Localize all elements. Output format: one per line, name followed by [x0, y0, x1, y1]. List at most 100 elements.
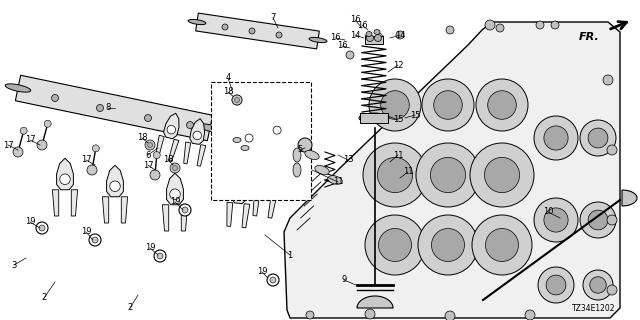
Circle shape [430, 157, 466, 193]
Text: 17: 17 [25, 135, 35, 145]
Circle shape [381, 91, 410, 119]
Circle shape [295, 85, 305, 95]
Polygon shape [357, 296, 393, 308]
Text: 6: 6 [145, 150, 150, 159]
Polygon shape [270, 115, 284, 139]
Text: 3: 3 [12, 260, 17, 269]
Circle shape [544, 208, 568, 232]
Circle shape [589, 277, 606, 293]
Circle shape [365, 309, 375, 319]
Circle shape [170, 189, 180, 199]
Circle shape [182, 207, 188, 213]
Text: 10: 10 [543, 207, 553, 217]
Text: 17: 17 [3, 140, 13, 149]
Circle shape [583, 270, 613, 300]
Ellipse shape [233, 138, 241, 142]
Polygon shape [156, 135, 164, 157]
Ellipse shape [315, 165, 329, 174]
Polygon shape [184, 142, 191, 164]
Circle shape [157, 253, 163, 259]
Polygon shape [15, 75, 212, 141]
Circle shape [193, 131, 202, 140]
Circle shape [580, 120, 616, 156]
Ellipse shape [328, 176, 342, 184]
Circle shape [13, 147, 23, 157]
Circle shape [607, 285, 617, 295]
Polygon shape [264, 136, 271, 157]
Circle shape [170, 163, 180, 173]
Polygon shape [181, 205, 188, 231]
Circle shape [418, 215, 478, 275]
Circle shape [92, 237, 98, 243]
Circle shape [222, 24, 228, 30]
Polygon shape [259, 165, 275, 194]
Circle shape [434, 91, 462, 119]
Polygon shape [197, 145, 206, 166]
Ellipse shape [366, 31, 372, 36]
Circle shape [150, 170, 160, 180]
Ellipse shape [309, 37, 327, 43]
Ellipse shape [241, 146, 249, 150]
Circle shape [374, 35, 381, 42]
Text: 19: 19 [81, 228, 92, 236]
Circle shape [60, 174, 70, 185]
Polygon shape [284, 22, 620, 318]
Polygon shape [231, 175, 247, 204]
Ellipse shape [293, 148, 301, 162]
Text: 9: 9 [341, 276, 347, 284]
Circle shape [369, 79, 421, 131]
Text: 19: 19 [145, 244, 156, 252]
Text: 18: 18 [137, 133, 147, 142]
Text: 14: 14 [349, 30, 360, 39]
Circle shape [232, 95, 242, 105]
Text: 15: 15 [410, 110, 420, 119]
Circle shape [37, 140, 47, 150]
Circle shape [234, 189, 244, 198]
Text: 17: 17 [81, 156, 92, 164]
Polygon shape [227, 202, 233, 227]
Ellipse shape [197, 124, 223, 132]
Circle shape [486, 228, 518, 261]
Circle shape [534, 116, 578, 160]
Text: 16: 16 [337, 42, 348, 51]
Text: 19: 19 [25, 218, 35, 227]
Text: 11: 11 [333, 178, 343, 187]
Polygon shape [163, 205, 169, 231]
Text: 11: 11 [393, 150, 403, 159]
Polygon shape [253, 192, 260, 216]
Circle shape [267, 274, 279, 286]
Circle shape [87, 165, 97, 175]
Circle shape [249, 28, 255, 34]
Circle shape [416, 143, 480, 207]
Circle shape [234, 98, 239, 102]
Circle shape [167, 125, 175, 134]
Text: 12: 12 [393, 60, 403, 69]
Circle shape [488, 91, 516, 119]
Text: 8: 8 [106, 103, 111, 113]
Circle shape [20, 127, 27, 134]
Text: 16: 16 [330, 34, 340, 43]
Circle shape [431, 228, 465, 261]
Ellipse shape [305, 150, 319, 160]
Polygon shape [164, 113, 179, 139]
Circle shape [476, 79, 528, 131]
Bar [365, 36, 383, 44]
Circle shape [396, 31, 404, 39]
Circle shape [346, 51, 354, 59]
Text: 7: 7 [270, 13, 276, 22]
Circle shape [422, 79, 474, 131]
Circle shape [378, 157, 413, 193]
Circle shape [154, 250, 166, 262]
Text: 2: 2 [127, 303, 132, 313]
Polygon shape [243, 122, 256, 146]
Circle shape [525, 310, 535, 320]
Circle shape [536, 21, 544, 29]
Circle shape [544, 126, 568, 150]
Circle shape [445, 311, 455, 320]
Circle shape [245, 134, 253, 142]
Polygon shape [168, 139, 179, 161]
Text: 5: 5 [298, 146, 303, 155]
Circle shape [89, 234, 101, 246]
Text: 17: 17 [143, 161, 154, 170]
Circle shape [270, 277, 276, 283]
